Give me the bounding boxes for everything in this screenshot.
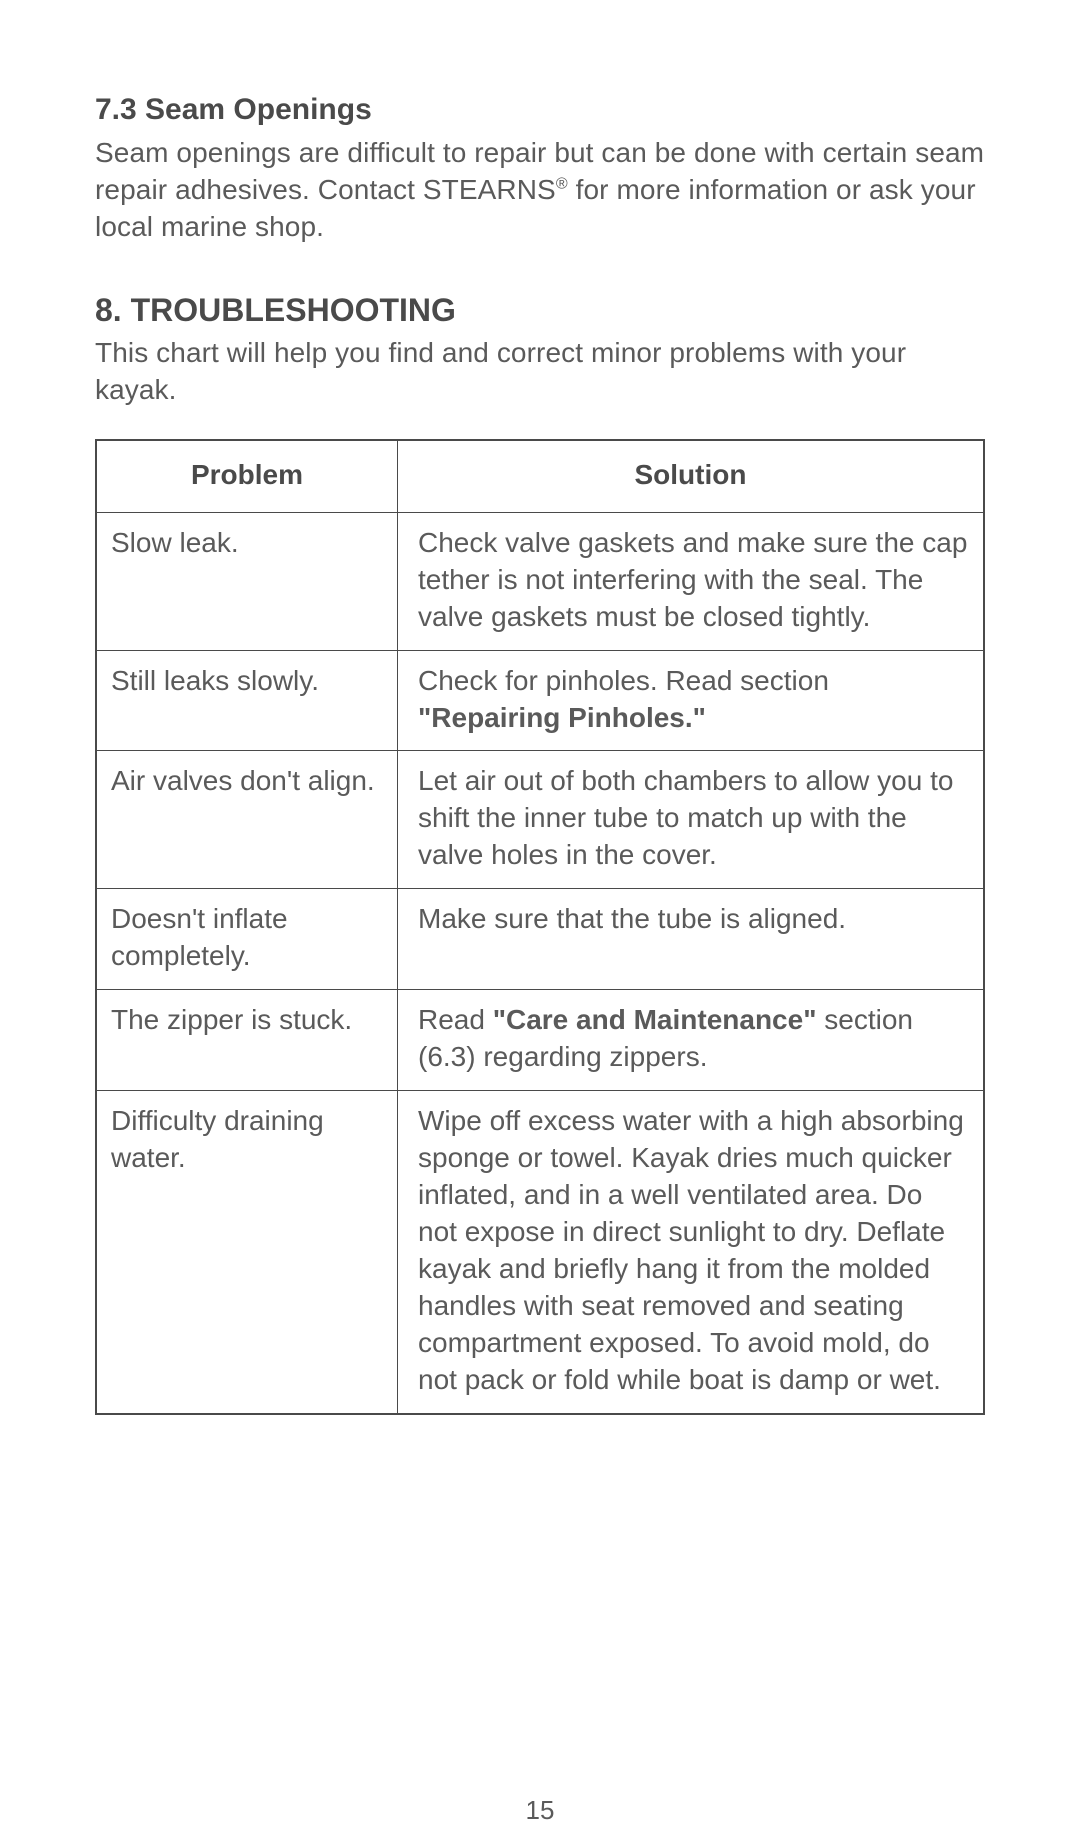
header-solution: Solution	[398, 440, 985, 512]
table-row: Air valves don't align. Let air out of b…	[96, 751, 984, 889]
problem-cell: Doesn't inflate completely.	[96, 889, 398, 990]
problem-cell: Air valves don't align.	[96, 751, 398, 889]
solution-cell: Check for pinholes. Read section "Repair…	[398, 650, 985, 751]
table-row: Still leaks slowly. Check for pinholes. …	[96, 650, 984, 751]
table-row: Doesn't inflate completely. Make sure th…	[96, 889, 984, 990]
solution-cell: Check valve gaskets and make sure the ca…	[398, 512, 985, 650]
section-8-intro: This chart will help you find and correc…	[95, 335, 985, 409]
solution-cell: Let air out of both chambers to allow yo…	[398, 751, 985, 889]
problem-cell: Difficulty draining water.	[96, 1091, 398, 1414]
troubleshooting-table: Problem Solution Slow leak. Check valve …	[95, 439, 985, 1415]
problem-cell: The zipper is stuck.	[96, 990, 398, 1091]
registered-symbol: ®	[556, 176, 568, 193]
table-row: Slow leak. Check valve gaskets and make …	[96, 512, 984, 650]
solution-text-a: Read	[418, 1004, 493, 1035]
solution-cell: Read "Care and Maintenance" section (6.3…	[398, 990, 985, 1091]
table-row: The zipper is stuck. Read "Care and Main…	[96, 990, 984, 1091]
solution-text-bold: "Care and Maintenance"	[493, 1004, 817, 1035]
solution-cell: Make sure that the tube is aligned.	[398, 889, 985, 990]
page-number: 15	[95, 1795, 985, 1826]
table-header-row: Problem Solution	[96, 440, 984, 512]
problem-cell: Slow leak.	[96, 512, 398, 650]
header-problem: Problem	[96, 440, 398, 512]
solution-text-a: Check for pinholes. Read section	[418, 665, 829, 696]
document-page: 7.3 Seam Openings Seam openings are diff…	[0, 0, 1080, 1826]
table-row: Difficulty draining water. Wipe off exce…	[96, 1091, 984, 1414]
section-7-3-body: Seam openings are difficult to repair bu…	[95, 135, 985, 246]
solution-cell: Wipe off excess water with a high absorb…	[398, 1091, 985, 1414]
section-8-heading: 8. TROUBLESHOOTING	[95, 292, 985, 329]
solution-text-bold: "Repairing Pinholes."	[418, 702, 706, 733]
problem-cell: Still leaks slowly.	[96, 650, 398, 751]
section-7-3-heading: 7.3 Seam Openings	[95, 90, 985, 129]
